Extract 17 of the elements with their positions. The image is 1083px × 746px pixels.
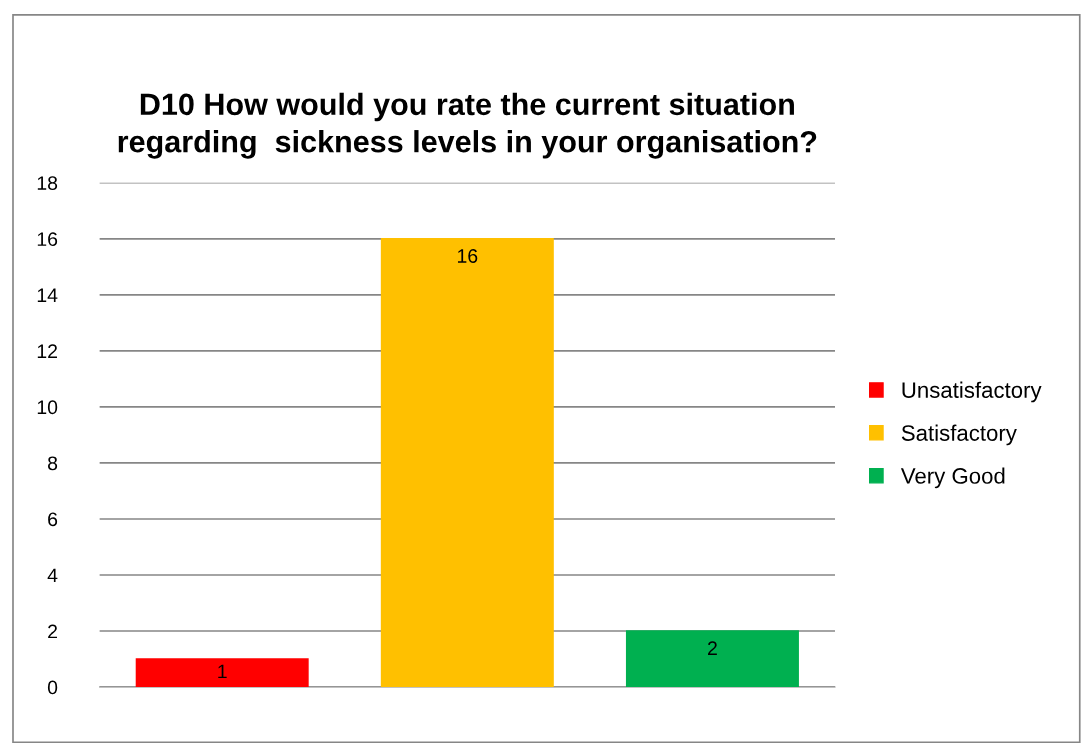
legend-label: Unsatisfactory bbox=[902, 381, 1042, 403]
y-tick-label: 4 bbox=[47, 568, 58, 583]
data-label: 16 bbox=[457, 249, 478, 263]
legend-label: Very Good bbox=[900, 467, 1005, 489]
y-tick-label: 18 bbox=[37, 176, 58, 191]
y-tick-label: 14 bbox=[37, 288, 58, 302]
data-label: 2 bbox=[708, 641, 717, 655]
data-label: 1 bbox=[218, 664, 227, 679]
y-tick-label: 0 bbox=[47, 680, 58, 695]
y-tick-label: 16 bbox=[37, 232, 58, 247]
legend-label: Satisfactory bbox=[901, 424, 1017, 446]
y-tick-label: 10 bbox=[37, 400, 58, 415]
y-tick-label: 2 bbox=[48, 624, 57, 639]
y-tick-label: 12 bbox=[37, 344, 57, 358]
y-tick-label: 6 bbox=[48, 512, 58, 527]
y-tick-label: 8 bbox=[48, 456, 58, 471]
chart-title: D10 How would you rate the current situation regarding sickness levels in your organisation? bbox=[118, 92, 817, 159]
